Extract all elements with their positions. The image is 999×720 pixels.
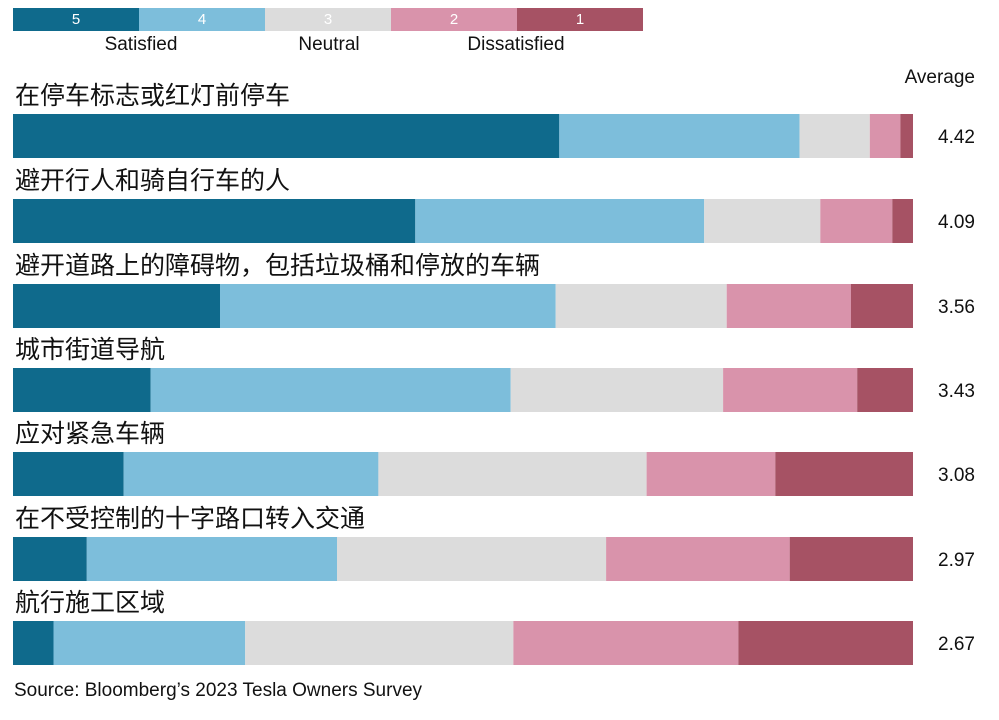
- bar-segment-4: [150, 368, 511, 412]
- legend-swatch-5: [13, 8, 139, 31]
- average-value: 3.08: [938, 465, 975, 486]
- average-value: 2.67: [938, 634, 975, 655]
- bar-segment-1: [892, 199, 913, 243]
- bar-segment-2: [606, 537, 790, 581]
- bar-segment-4: [559, 114, 800, 158]
- bar-segment-2: [646, 452, 776, 496]
- average-value: 3.43: [938, 381, 975, 402]
- legend-scale-label: 4: [198, 11, 206, 28]
- legend-swatch-1: [517, 8, 643, 31]
- bar-segment-4: [415, 199, 705, 243]
- legend-caption: Neutral: [298, 34, 359, 55]
- bar-segment-3: [337, 537, 607, 581]
- average-value: 3.56: [938, 297, 975, 318]
- average-header: Average: [905, 67, 975, 88]
- category-label: 在停车标志或红灯前停车: [15, 82, 290, 110]
- bar-segment-3: [704, 199, 821, 243]
- legend-scale-label: 1: [576, 11, 584, 28]
- average-value: 4.09: [938, 212, 975, 233]
- category-label: 避开行人和骑自行车的人: [15, 167, 290, 195]
- legend-swatch-2: [391, 8, 517, 31]
- legend-caption: Satisfied: [105, 34, 178, 55]
- bar-segment-4: [123, 452, 379, 496]
- bar-segment-5: [13, 284, 220, 328]
- legend-scale-label: 3: [324, 11, 332, 28]
- bar-segment-5: [13, 114, 560, 158]
- legend-scale-label: 5: [72, 11, 80, 28]
- category-label: 应对紧急车辆: [15, 420, 165, 448]
- bar-segment-2: [726, 284, 851, 328]
- bar-segment-4: [220, 284, 556, 328]
- bar-segment-2: [820, 199, 893, 243]
- bar-segment-1: [789, 537, 913, 581]
- bar-segment-5: [13, 621, 54, 665]
- bar-segment-1: [900, 114, 913, 158]
- bar-segment-5: [13, 452, 124, 496]
- bar-segment-5: [13, 368, 151, 412]
- bar-segment-2: [869, 114, 901, 158]
- category-label: 航行施工区域: [15, 589, 165, 617]
- category-label: 城市街道导航: [15, 336, 165, 364]
- bar-segment-1: [775, 452, 913, 496]
- average-value: 2.97: [938, 550, 975, 571]
- category-label: 在不受控制的十字路口转入交通: [15, 505, 365, 533]
- average-value: 4.42: [938, 127, 975, 148]
- legend-caption: Dissatisfied: [467, 34, 564, 55]
- bar-segment-3: [245, 621, 514, 665]
- bar-segment-2: [513, 621, 739, 665]
- bar-segment-4: [86, 537, 337, 581]
- bar-segment-4: [53, 621, 246, 665]
- category-label: 避开道路上的障碍物，包括垃圾桶和停放的车辆: [15, 252, 540, 280]
- bar-segment-1: [738, 621, 913, 665]
- legend-swatch-4: [139, 8, 265, 31]
- bar-segment-3: [555, 284, 727, 328]
- bar-segment-3: [510, 368, 724, 412]
- legend-swatch-3: [265, 8, 391, 31]
- bar-segment-3: [799, 114, 870, 158]
- source-note: Source: Bloomberg’s 2023 Tesla Owners Su…: [14, 680, 423, 701]
- bar-segment-2: [723, 368, 858, 412]
- bar-segment-5: [13, 537, 87, 581]
- bar-segment-1: [857, 368, 913, 412]
- legend-scale-label: 2: [450, 11, 458, 28]
- bar-segment-3: [378, 452, 647, 496]
- bar-segment-5: [13, 199, 416, 243]
- bar-segment-1: [850, 284, 913, 328]
